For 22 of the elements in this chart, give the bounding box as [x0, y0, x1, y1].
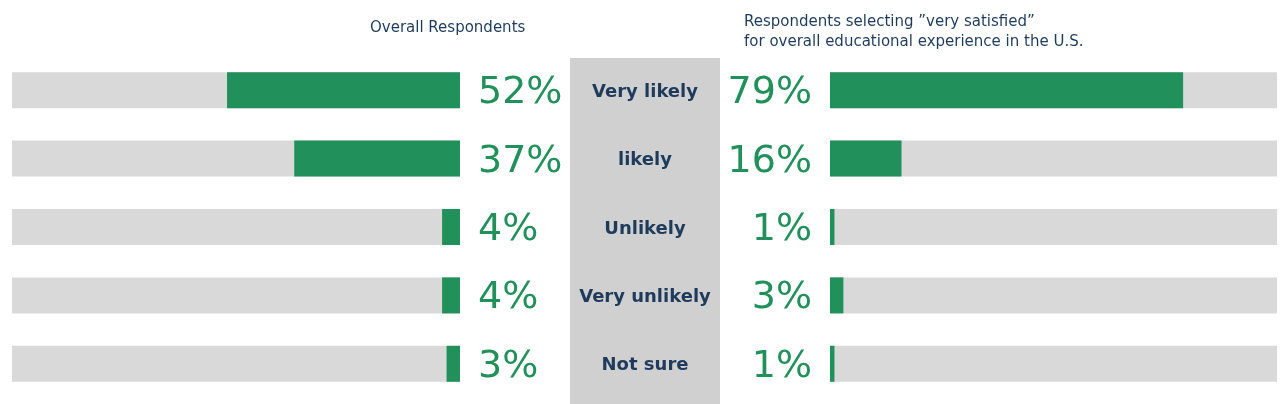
data-label: 16%: [727, 136, 812, 181]
bar: [442, 277, 460, 314]
data-label: 37%: [478, 136, 563, 181]
data-label: 4%: [478, 205, 539, 249]
data-label: 4%: [478, 273, 539, 318]
data-label: 3%: [751, 273, 812, 318]
chart-title: Respondents selecting ”very satisfied” for overall educational experience in the U.S.: [744, 12, 1084, 50]
bar: [446, 345, 460, 382]
data-label: 79%: [727, 68, 812, 113]
y-tick-label: Very likely: [592, 79, 699, 101]
data-label: 1%: [751, 341, 812, 386]
y-tick-label: likely: [618, 148, 673, 170]
y-tick-label: Unlikely: [604, 216, 686, 238]
bar: [830, 277, 844, 314]
bar: [442, 209, 460, 245]
chart-title: Overall Respondents: [370, 18, 526, 36]
bar: [830, 140, 902, 177]
y-tick-label: Not sure: [601, 353, 689, 375]
data-label: 52%: [478, 68, 563, 113]
y-tick-label: Very unlikely: [579, 284, 712, 306]
data-label: 1%: [751, 205, 812, 249]
data-label: 3%: [478, 341, 539, 386]
